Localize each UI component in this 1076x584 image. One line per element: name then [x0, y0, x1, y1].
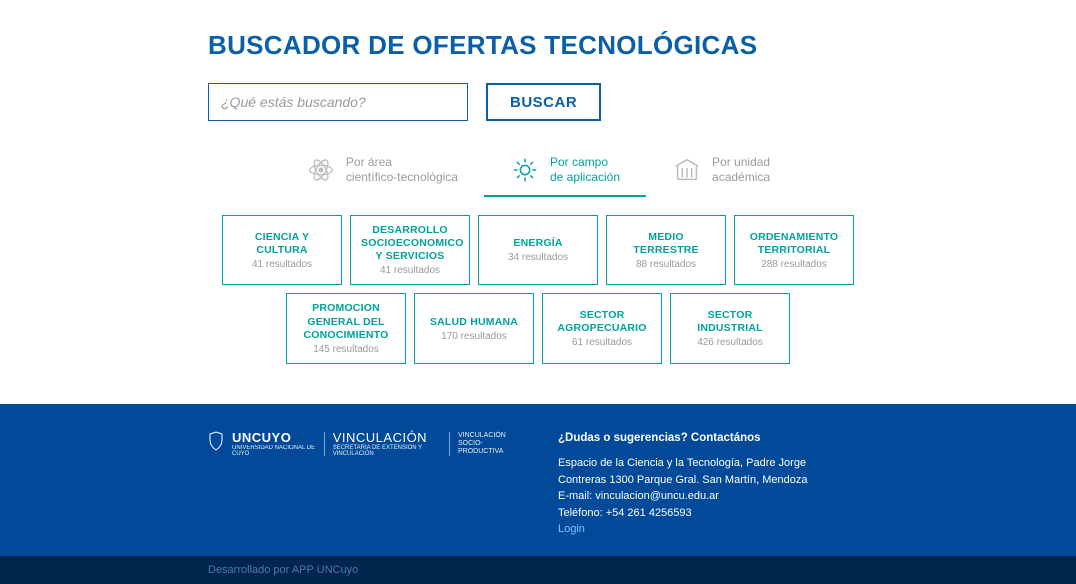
tab-area[interactable]: Por áreacientífico-tecnológica: [280, 149, 484, 197]
logo-subtext: SECRETARÍA DE EXTENSIÓN Y VINCULACIÓN: [333, 445, 441, 458]
shield-icon: [208, 431, 224, 456]
card-count: 88 resultados: [617, 259, 715, 270]
category-card[interactable]: SALUD HUMANA 170 resultados: [414, 293, 534, 363]
footer-email: E-mail: vinculacion@uncu.edu.ar: [558, 488, 868, 505]
footer-address: Contreras 1300 Parque Gral. San Martín, …: [558, 472, 868, 489]
card-count: 170 resultados: [425, 331, 523, 342]
atom-icon: [306, 155, 336, 185]
credits-link[interactable]: APP UNCuyo: [292, 564, 358, 576]
filter-tabs: Por áreacientífico-tecnológica Por campo…: [208, 149, 868, 197]
tab-unidad[interactable]: Por unidadacadémica: [646, 149, 796, 197]
tab-campo[interactable]: Por campode aplicación: [484, 149, 646, 197]
category-card[interactable]: MEDIO TERRESTRE 88 resultados: [606, 215, 726, 285]
credits-prefix: Desarrollado por: [208, 564, 292, 576]
card-title: DESARROLLO SOCIOECONOMICO Y SERVICIOS: [361, 224, 459, 263]
card-title: CIENCIA Y CULTURA: [233, 231, 331, 257]
tab-label: Por áreacientífico-tecnológica: [346, 155, 458, 185]
category-card[interactable]: DESARROLLO SOCIOECONOMICO Y SERVICIOS 41 …: [350, 215, 470, 285]
category-card[interactable]: ENERGÍA 34 resultados: [478, 215, 598, 285]
category-card[interactable]: ORDENAMIENTO TERRITORIAL 288 resultados: [734, 215, 854, 285]
card-count: 426 resultados: [681, 337, 779, 348]
card-count: 34 resultados: [489, 252, 587, 263]
logo-text: UNCUYO: [232, 430, 316, 445]
logo-subtext: VINCULACIÓN SOCIO-PRODUCTIVA: [458, 432, 518, 455]
footer-heading: ¿Dudas o sugerencias? Contactános: [558, 430, 868, 447]
card-title: SALUD HUMANA: [425, 316, 523, 329]
search-button[interactable]: BUSCAR: [486, 83, 601, 121]
search-input[interactable]: [208, 83, 468, 121]
tab-label: Por unidadacadémica: [712, 155, 770, 185]
card-count: 145 resultados: [297, 344, 395, 355]
gear-icon: [510, 155, 540, 185]
tab-label: Por campode aplicación: [550, 155, 620, 185]
category-cards: CIENCIA Y CULTURA 41 resultados DESARROLL…: [208, 215, 868, 364]
login-link[interactable]: Login: [558, 523, 585, 535]
institution-icon: [672, 155, 702, 185]
logo-text: VINCULACIÓN: [333, 430, 441, 445]
category-card[interactable]: SECTOR AGROPECUARIO 61 resultados: [542, 293, 662, 363]
divider: [449, 432, 450, 456]
footer: UNCUYO UNIVERSIDAD NACIONAL DE CUYO VINC…: [0, 404, 1076, 556]
search-row: BUSCAR: [208, 83, 868, 121]
card-count: 41 resultados: [361, 265, 459, 276]
category-card[interactable]: PROMOCION GENERAL DEL CONOCIMIENTO 145 re…: [286, 293, 406, 363]
card-count: 288 resultados: [745, 259, 843, 270]
card-title: SECTOR AGROPECUARIO: [553, 309, 651, 335]
divider: [324, 432, 325, 456]
credits-bar: Desarrollado por APP UNCuyo: [0, 556, 1076, 584]
page-title: BUSCADOR DE OFERTAS TECNOLÓGICAS: [208, 30, 868, 61]
card-title: ENERGÍA: [489, 237, 587, 250]
card-title: SECTOR INDUSTRIAL: [681, 309, 779, 335]
footer-address: Espacio de la Ciencia y la Tecnología, P…: [558, 455, 868, 472]
footer-logo-area: UNCUYO UNIVERSIDAD NACIONAL DE CUYO VINC…: [208, 430, 518, 538]
card-title: MEDIO TERRESTRE: [617, 231, 715, 257]
card-count: 41 resultados: [233, 259, 331, 270]
card-title: ORDENAMIENTO TERRITORIAL: [745, 231, 843, 257]
logo-subtext: UNIVERSIDAD NACIONAL DE CUYO: [232, 445, 316, 458]
category-card[interactable]: CIENCIA Y CULTURA 41 resultados: [222, 215, 342, 285]
category-card[interactable]: SECTOR INDUSTRIAL 426 resultados: [670, 293, 790, 363]
card-count: 61 resultados: [553, 337, 651, 348]
card-title: PROMOCION GENERAL DEL CONOCIMIENTO: [297, 302, 395, 341]
footer-phone: Teléfono: +54 261 4256593: [558, 505, 868, 522]
